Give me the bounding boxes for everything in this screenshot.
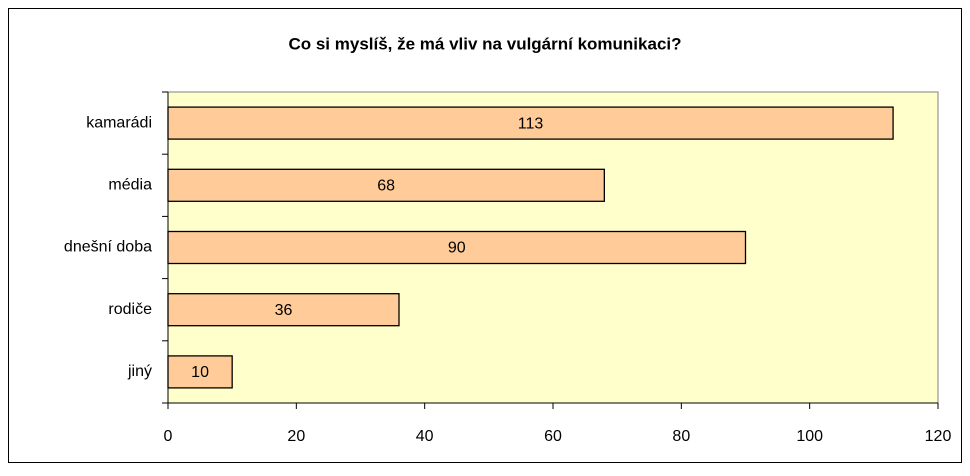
y-tick-label: rodiče (108, 301, 152, 318)
x-tick-label: 120 (925, 428, 952, 445)
y-tick-label: kamarádi (86, 114, 152, 131)
y-tick-label: média (108, 177, 152, 194)
y-tick-label: jiný (127, 363, 152, 380)
x-tick-label: 40 (416, 428, 434, 445)
bar (167, 230, 747, 265)
x-tick-label: 20 (287, 428, 305, 445)
bar (167, 168, 605, 202)
x-tick-label: 0 (164, 428, 173, 445)
data-label: 68 (377, 178, 395, 195)
data-label: 113 (518, 115, 544, 132)
x-tick-label: 80 (672, 428, 690, 445)
y-tick-label: dnešní doba (64, 239, 152, 256)
bar (167, 106, 894, 140)
bar (167, 293, 400, 327)
x-tick-label: 60 (544, 428, 562, 445)
data-label: 90 (448, 240, 466, 257)
data-label: 36 (275, 302, 293, 319)
chart-title: Co si myslíš, že má vliv na vulgární kom… (288, 34, 681, 53)
data-label: 10 (191, 364, 209, 381)
bar (167, 355, 233, 389)
x-tick-label: 100 (796, 428, 823, 445)
